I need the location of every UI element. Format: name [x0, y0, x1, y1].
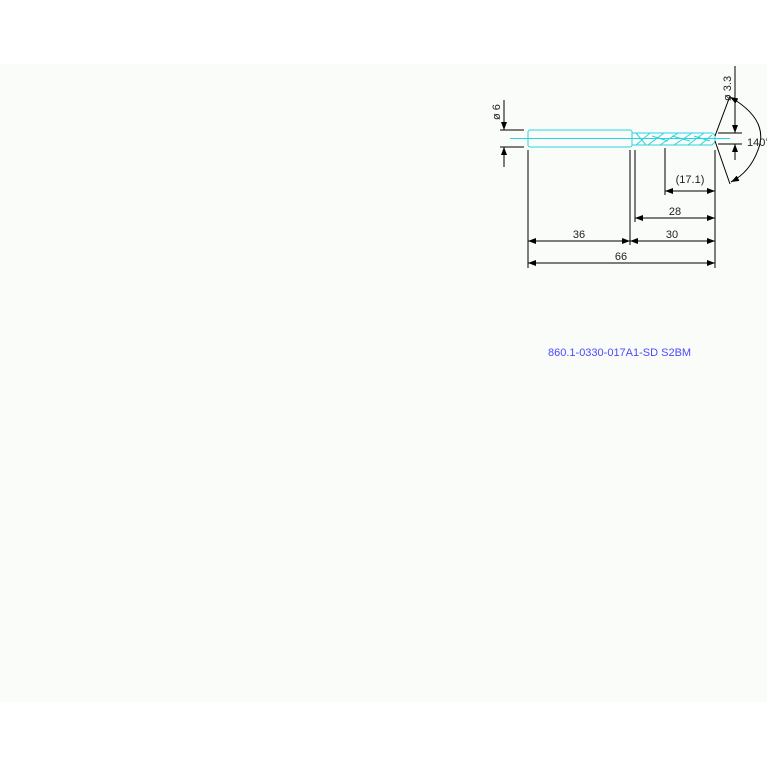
overall-length-label: 66	[615, 251, 627, 263]
shank-diameter-label: ø 6	[491, 104, 503, 120]
part-number-label: 860.1-0330-017A1-SD S2BM	[548, 347, 691, 359]
extension-lines	[527, 148, 716, 268]
shank-length-label: 36	[573, 229, 585, 241]
drill-geometry	[510, 129, 730, 148]
drill-length-label: 30	[666, 229, 678, 241]
shank-diameter-dimension: ø 6	[491, 100, 524, 167]
body-length-label: 28	[669, 206, 681, 218]
drawing-canvas	[0, 64, 767, 702]
point-angle-dimension: 140°	[714, 95, 767, 185]
point-angle-label: 140°	[747, 137, 767, 149]
tip-diameter-label: ø 3.3	[722, 76, 734, 101]
drill-length-dimension: 30	[630, 229, 715, 244]
flute-length-dimension: (17.1)	[665, 174, 715, 194]
overall-length-dimension: 66	[528, 251, 715, 266]
body-length-dimension: 28	[635, 206, 715, 221]
shank-length-dimension: 36	[528, 229, 630, 244]
flute-length-label: (17.1)	[676, 174, 705, 186]
flute-helix	[635, 132, 713, 146]
tip-diameter-dimension: ø 3.3	[718, 66, 742, 160]
